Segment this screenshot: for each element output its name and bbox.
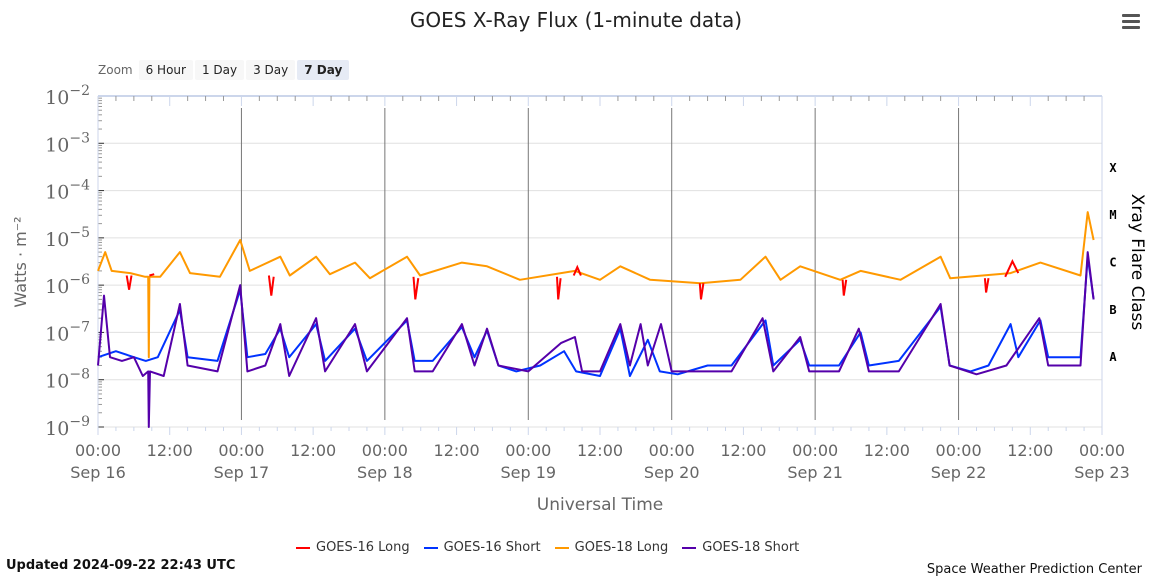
y-axis-title: Watts · m⁻² <box>11 216 30 307</box>
zoom-3-day-button[interactable]: 3 Day <box>246 60 296 80</box>
legend-label: GOES-18 Long <box>574 540 669 555</box>
goes-16-long-line <box>841 279 848 296</box>
x-tick-time: 00:00 <box>792 441 838 460</box>
credit: Space Weather Prediction Center <box>926 562 1142 577</box>
legend-goes18-long[interactable]: GOES-18 Long <box>554 540 669 555</box>
y-tick-label: 10−3 <box>45 130 90 156</box>
goes-16-long-line <box>983 278 990 293</box>
legend-swatch <box>554 546 569 549</box>
legend-swatch <box>682 546 697 549</box>
x-tick-time: 12:00 <box>577 441 623 460</box>
x-tick-date: Sep 23 <box>1074 463 1130 482</box>
legend-label: GOES-16 Short <box>443 540 541 555</box>
x-tick-time: 12:00 <box>864 441 910 460</box>
x-tick-time: 12:00 <box>720 441 766 460</box>
x-tick-time: 12:00 <box>290 441 336 460</box>
legend-swatch <box>423 546 438 549</box>
x-tick-time: 00:00 <box>218 441 264 460</box>
y-tick-label: 10−6 <box>45 272 90 298</box>
y2-axis-title: Xray Flare Class <box>1127 194 1147 331</box>
flare-class-label: A <box>1109 350 1117 364</box>
flare-class-label: C <box>1109 256 1116 270</box>
goes-16-long-line <box>267 275 275 296</box>
x-tick-time: 00:00 <box>505 441 551 460</box>
zoom-selector: Zoom 6 Hour 1 Day 3 Day 7 Day <box>98 60 351 80</box>
legend-goes16-long[interactable]: GOES-16 Long <box>296 540 410 555</box>
goes-16-long-line <box>1004 258 1020 278</box>
y-tick-label: 10−2 <box>45 83 90 109</box>
goes-18-long-line <box>97 211 1095 359</box>
y-tick-label: 10−9 <box>45 414 90 440</box>
x-tick-date: Sep 19 <box>500 463 556 482</box>
goes-16-long-line <box>149 273 155 277</box>
x-axis-title: Universal Time <box>537 495 663 515</box>
y-tick-label: 10−4 <box>45 178 90 204</box>
y-tick-label: 10−5 <box>45 225 90 251</box>
zoom-7-day-button[interactable]: 7 Day <box>297 60 350 80</box>
goes-18-short-line <box>97 251 1095 428</box>
legend-goes18-short[interactable]: GOES-18 Short <box>682 540 799 555</box>
zoom-label: Zoom <box>98 63 133 77</box>
x-tick-date: Sep 17 <box>214 463 270 482</box>
zoom-1-day-button[interactable]: 1 Day <box>194 60 245 80</box>
updated-timestamp: Updated 2024-09-22 22:43 UTC <box>6 558 236 573</box>
x-tick-time: 12:00 <box>1007 441 1053 460</box>
legend-goes16-short[interactable]: GOES-16 Short <box>423 540 541 555</box>
x-tick-time: 00:00 <box>649 441 695 460</box>
x-tick-time: 00:00 <box>936 441 982 460</box>
flare-class-label: M <box>1109 208 1116 222</box>
flare-class-label: B <box>1109 303 1116 317</box>
x-tick-time: 00:00 <box>1079 441 1125 460</box>
legend-label: GOES-18 Short <box>702 540 800 555</box>
y-tick-label: 10−8 <box>45 367 90 393</box>
goes-16-short-line <box>97 255 1095 377</box>
goes-16-long-line <box>572 264 582 276</box>
x-tick-date: Sep 16 <box>70 463 126 482</box>
y-tick-label: 10−7 <box>45 319 90 345</box>
goes-16-long-line <box>698 283 705 300</box>
legend: GOES-16 Long GOES-16 Short GOES-18 Long … <box>296 540 799 555</box>
zoom-6-hour-button[interactable]: 6 Hour <box>138 60 193 80</box>
goes-16-long-line <box>556 276 562 300</box>
x-tick-date: Sep 22 <box>931 463 987 482</box>
x-tick-date: Sep 18 <box>357 463 413 482</box>
x-tick-time: 12:00 <box>147 441 193 460</box>
goes-16-long-line <box>125 275 133 290</box>
goes-16-long-line <box>412 276 420 300</box>
x-tick-time: 12:00 <box>434 441 480 460</box>
legend-label: GOES-16 Long <box>316 540 410 555</box>
chart-title: GOES X-Ray Flux (1-minute data) <box>409 8 743 32</box>
x-tick-time: 00:00 <box>362 441 408 460</box>
x-tick-date: Sep 21 <box>787 463 843 482</box>
x-tick-time: 00:00 <box>75 441 121 460</box>
hamburger-menu-icon[interactable] <box>1122 14 1140 32</box>
x-tick-date: Sep 20 <box>644 463 700 482</box>
legend-swatch <box>296 546 310 549</box>
flare-class-label: X <box>1109 161 1117 175</box>
